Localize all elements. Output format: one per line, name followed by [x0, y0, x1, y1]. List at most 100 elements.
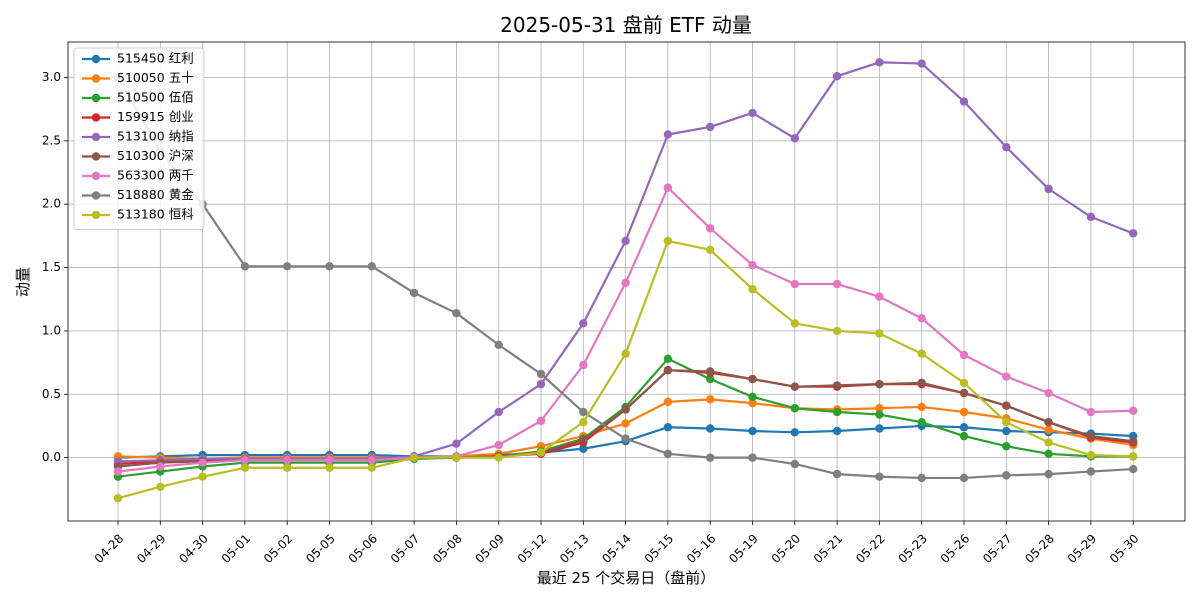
series-layer	[113, 58, 1138, 503]
y-tick-label: 1.0	[42, 323, 61, 337]
data-point	[959, 431, 969, 441]
legend-swatch-marker	[91, 152, 101, 161]
legend-swatch-marker	[91, 113, 101, 122]
data-point	[1086, 467, 1096, 476]
y-tick-label: 1.5	[42, 260, 61, 274]
data-point	[706, 374, 715, 384]
data-point	[452, 453, 461, 462]
data-point	[325, 455, 334, 465]
data-point	[621, 278, 630, 287]
data-point	[706, 224, 715, 233]
data-point	[1044, 184, 1053, 194]
data-point	[748, 426, 757, 436]
legend-label: 510050 五十	[117, 70, 194, 85]
y-tick-label: 2.5	[42, 133, 61, 147]
data-point	[1002, 401, 1011, 410]
data-point	[875, 58, 884, 67]
data-point	[1129, 406, 1138, 415]
legend-label: 518880 黄金	[117, 187, 194, 202]
data-point	[198, 472, 207, 481]
data-point	[917, 417, 926, 427]
data-point	[959, 97, 969, 106]
legend-swatch-marker	[91, 93, 101, 103]
data-point	[579, 360, 588, 370]
data-point	[959, 388, 969, 398]
data-point	[748, 398, 757, 408]
data-point	[875, 424, 884, 433]
data-point	[579, 407, 588, 417]
data-point	[748, 260, 757, 270]
data-point	[621, 405, 630, 414]
data-point	[1002, 426, 1011, 436]
data-point	[959, 350, 969, 360]
data-point	[1002, 471, 1011, 480]
data-point	[494, 340, 503, 350]
legend-label: 513180 恒科	[117, 207, 194, 222]
data-point	[452, 439, 461, 448]
data-point	[790, 459, 799, 469]
data-point	[790, 404, 799, 413]
data-point	[748, 392, 757, 402]
data-point	[706, 245, 715, 255]
data-point	[917, 314, 926, 323]
data-point	[1044, 425, 1053, 434]
data-point	[832, 407, 842, 417]
data-point	[663, 449, 673, 459]
data-point	[621, 236, 630, 246]
legend: 515450 红利 510050 五十 510500 伍佰 159915 创业 5131…	[73, 47, 205, 230]
data-point	[663, 183, 673, 192]
legend-swatch-marker	[91, 132, 101, 142]
data-point	[1086, 212, 1096, 222]
data-point	[283, 463, 292, 472]
data-point	[1044, 417, 1053, 427]
data-point	[663, 354, 673, 363]
data-point	[579, 444, 588, 453]
data-point	[706, 453, 715, 462]
data-point	[536, 448, 546, 457]
data-point	[1086, 431, 1096, 441]
data-point	[240, 463, 250, 472]
data-point	[579, 417, 588, 427]
data-point	[325, 262, 334, 271]
data-point	[790, 428, 799, 437]
y-tick-label: 2.0	[42, 197, 61, 211]
data-point	[283, 262, 292, 271]
data-point	[959, 473, 969, 483]
data-point	[1002, 142, 1011, 152]
legend-swatch-marker	[91, 191, 101, 200]
legend-swatch-marker	[91, 54, 101, 64]
data-point	[875, 379, 884, 389]
plot-frame	[67, 41, 1186, 522]
data-point	[240, 455, 250, 465]
data-point	[1044, 438, 1053, 447]
data-point	[536, 369, 546, 379]
data-point	[1044, 388, 1053, 398]
data-point	[1086, 407, 1096, 417]
data-point	[790, 279, 799, 289]
data-point	[1044, 469, 1053, 479]
data-point	[832, 469, 842, 479]
data-point	[832, 326, 842, 336]
data-point	[663, 130, 673, 139]
data-point	[198, 458, 207, 467]
data-point	[917, 378, 926, 388]
data-point	[790, 382, 799, 391]
data-point	[1129, 452, 1138, 461]
data-point	[959, 378, 969, 388]
data-point	[706, 395, 715, 404]
legend-label: 159915 创业	[117, 109, 194, 124]
data-point	[621, 349, 630, 358]
data-point	[917, 473, 926, 483]
data-point	[1086, 450, 1096, 460]
data-point	[536, 379, 546, 389]
data-point	[663, 423, 673, 432]
data-point	[1129, 436, 1138, 446]
legend-swatch-marker	[91, 74, 101, 83]
data-point	[325, 463, 334, 472]
data-point	[959, 407, 969, 417]
data-point	[621, 419, 630, 428]
data-point	[832, 279, 842, 289]
data-point	[494, 440, 503, 450]
data-point	[748, 108, 757, 118]
